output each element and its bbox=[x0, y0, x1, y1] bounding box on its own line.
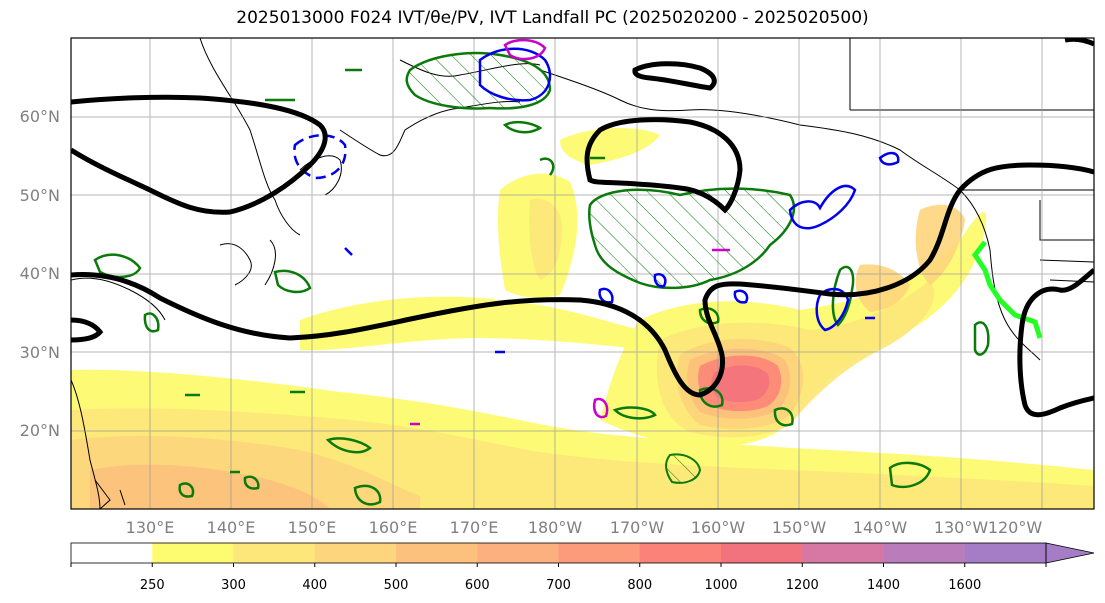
chart-title: 2025013000 F024 IVT/θe/PV, IVT Landfall … bbox=[236, 8, 869, 28]
lon-label: 170°W bbox=[610, 518, 665, 537]
colorbar-swatch bbox=[396, 543, 478, 563]
colorbar-ticks: 250 300 400 500 600 700 800 1000 1200 1400 1600 bbox=[70, 563, 1047, 593]
lon-label: 130°W bbox=[934, 518, 989, 537]
colorbar-swatch bbox=[233, 543, 316, 563]
colorbar-tick-label: 800 bbox=[627, 578, 652, 593]
colorbar-swatch bbox=[964, 543, 1047, 563]
lon-label: 130°E bbox=[126, 518, 175, 537]
lat-label: 60°N bbox=[20, 107, 60, 126]
colorbar-swatch bbox=[314, 543, 397, 563]
ivt-landfall-line bbox=[971, 240, 1043, 339]
lon-label: 170°E bbox=[450, 518, 499, 537]
lon-label: 180°W bbox=[528, 518, 583, 537]
lon-label: 150°W bbox=[772, 518, 827, 537]
gridlines bbox=[71, 38, 1094, 509]
longitude-labels: 130°E 140°E 150°E 160°E 170°E 180°W 170°… bbox=[126, 518, 1043, 537]
ivt-shading bbox=[71, 128, 1094, 509]
colorbar-tick-label: 1600 bbox=[948, 578, 981, 593]
colorbar-swatch bbox=[802, 543, 884, 563]
lon-label: 160°E bbox=[369, 518, 418, 537]
lon-label: 160°W bbox=[691, 518, 746, 537]
pv-contours bbox=[93, 68, 990, 506]
colorbar-tick-label: 1000 bbox=[704, 578, 737, 593]
lon-label: 140°E bbox=[207, 518, 256, 537]
jet-contours bbox=[71, 38, 1094, 418]
colorbar-swatch bbox=[558, 543, 641, 563]
colorbar-swatch bbox=[71, 543, 153, 563]
colorbar-swatches bbox=[71, 543, 1047, 563]
colorbar-tick-label: 300 bbox=[221, 578, 246, 593]
theta-contours-blue bbox=[293, 47, 900, 354]
colorbar-extend-arrow bbox=[1045, 542, 1095, 564]
colorbar-tick-label: 1400 bbox=[867, 578, 900, 593]
lat-label: 40°N bbox=[20, 264, 60, 283]
lat-label: 30°N bbox=[20, 343, 60, 362]
theta-contours-magenta bbox=[410, 38, 730, 426]
lon-label: 150°E bbox=[288, 518, 337, 537]
colorbar-tick-label: 400 bbox=[302, 578, 327, 593]
colorbar-tick-label: 600 bbox=[465, 578, 490, 593]
pv-hatched-regions bbox=[405, 51, 796, 484]
plot-frame bbox=[70, 37, 1095, 510]
latitude-labels: 60°N 50°N 40°N 30°N 20°N bbox=[20, 107, 60, 440]
colorbar-tick-label: 1200 bbox=[786, 578, 819, 593]
colorbar-tick-label: 250 bbox=[140, 578, 165, 593]
colorbar-swatch bbox=[152, 543, 234, 563]
lon-label: 120°W bbox=[988, 518, 1043, 537]
colorbar: 250 300 400 500 600 700 800 1000 1200 1400 1600 bbox=[70, 542, 1095, 593]
colorbar-swatch bbox=[639, 543, 722, 563]
lat-label: 20°N bbox=[20, 421, 60, 440]
colorbar-swatch bbox=[883, 543, 966, 563]
colorbar-swatch bbox=[477, 543, 559, 563]
lat-label: 50°N bbox=[20, 186, 60, 205]
colorbar-tick-label: 700 bbox=[546, 578, 571, 593]
lon-label: 140°W bbox=[853, 518, 908, 537]
colorbar-tick-label: 500 bbox=[384, 578, 409, 593]
colorbar-swatch bbox=[721, 543, 803, 563]
